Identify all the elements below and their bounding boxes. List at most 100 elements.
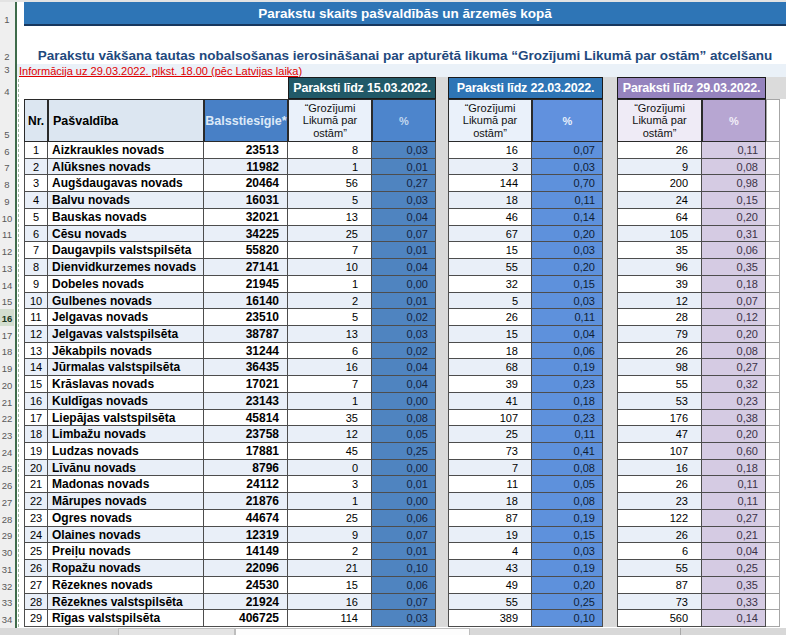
cell-extra[interactable] <box>766 359 780 376</box>
cell-g15[interactable]: 9 <box>288 527 372 543</box>
cell-p15[interactable]: 0,01 <box>372 159 436 175</box>
cell-g29[interactable]: 26 <box>617 142 702 159</box>
cell-g15[interactable]: 15 <box>288 577 372 594</box>
cell-p22[interactable]: 0,18 <box>532 393 603 410</box>
cell-p29[interactable]: 0,98 <box>702 175 766 192</box>
cell-g29[interactable]: 26 <box>617 527 702 543</box>
cell-name[interactable]: Mārupes novads <box>48 493 204 510</box>
cell-voters[interactable]: 27141 <box>204 259 288 276</box>
cell-p29[interactable]: 0,33 <box>702 594 766 610</box>
row-number[interactable]: 2 <box>0 27 14 64</box>
cell-nr[interactable]: 4 <box>24 192 48 209</box>
cell-g15[interactable]: 0 <box>288 460 372 476</box>
cell-voters[interactable]: 22096 <box>204 560 288 577</box>
cell-p29[interactable]: 0,20 <box>702 426 766 443</box>
cell-g15[interactable]: 8 <box>288 142 372 159</box>
cell-g29[interactable]: 16 <box>617 460 702 476</box>
cell-extra[interactable] <box>766 343 780 359</box>
cell-name[interactable]: Ropažu novads <box>48 560 204 577</box>
cell-voters[interactable]: 55820 <box>204 242 288 259</box>
cell-g15[interactable]: 13 <box>288 209 372 226</box>
cell-p15[interactable]: 0,07 <box>372 594 436 610</box>
cell-p22[interactable]: 0,23 <box>532 376 603 393</box>
cell-extra[interactable] <box>766 209 780 226</box>
column-header-signatures-29[interactable]: “Grozījumi Likumā par ostām” <box>617 99 702 142</box>
cell-g22[interactable]: 107 <box>448 410 532 426</box>
cell-extra[interactable] <box>766 159 780 175</box>
cell-p22[interactable]: 0,11 <box>532 192 603 209</box>
cell-name[interactable]: Krāslavas novads <box>48 376 204 393</box>
cell-p29[interactable]: 0,15 <box>702 192 766 209</box>
cell-voters[interactable]: 12319 <box>204 527 288 543</box>
cell-p29[interactable]: 0,31 <box>702 226 766 242</box>
cell-nr[interactable]: 3 <box>24 175 48 192</box>
cell-p22[interactable]: 0,10 <box>532 610 603 627</box>
cell-nr[interactable]: 6 <box>24 226 48 242</box>
row-number[interactable]: 1 <box>0 4 14 27</box>
cell-g29[interactable]: 560 <box>617 610 702 627</box>
cell-p15[interactable]: 0,06 <box>372 510 436 527</box>
cell-g22[interactable]: 15 <box>448 242 532 259</box>
cell-g22[interactable]: 15 <box>448 326 532 343</box>
cell-nr[interactable]: 20 <box>24 460 48 476</box>
cell-voters[interactable]: 31244 <box>204 343 288 359</box>
cell-g15[interactable]: 3 <box>288 476 372 493</box>
cell-p29[interactable]: 0,32 <box>702 376 766 393</box>
cell-g22[interactable]: 55 <box>448 594 532 610</box>
cell-g22[interactable]: 18 <box>448 493 532 510</box>
cell-nr[interactable]: 28 <box>24 594 48 610</box>
cell-g22[interactable]: 39 <box>448 376 532 393</box>
cell-g15[interactable]: 16 <box>288 359 372 376</box>
cell-voters[interactable]: 32021 <box>204 209 288 226</box>
cell-g22[interactable]: 16 <box>448 142 532 159</box>
cell-name[interactable]: Liepājas valstspilsēta <box>48 410 204 426</box>
cell-g22[interactable]: 11 <box>448 476 532 493</box>
cell-p22[interactable]: 0,11 <box>532 309 603 326</box>
cell-g22[interactable]: 144 <box>448 175 532 192</box>
cell-p15[interactable]: 0,04 <box>372 376 436 393</box>
cell-voters[interactable]: 20464 <box>204 175 288 192</box>
cell-p15[interactable]: 0,06 <box>372 577 436 594</box>
cell-name[interactable]: Jēkabpils novads <box>48 343 204 359</box>
cell-name[interactable]: Jelgavas novads <box>48 309 204 326</box>
group-header-22-03[interactable]: Paraksti līdz 22.03.2022. <box>448 77 603 99</box>
cell-name[interactable]: Dobeles novads <box>48 276 204 293</box>
cell-g15[interactable]: 25 <box>288 510 372 527</box>
cell-p29[interactable]: 0,35 <box>702 577 766 594</box>
cell-g29[interactable]: 26 <box>617 343 702 359</box>
cell-g22[interactable]: 19 <box>448 527 532 543</box>
cell-nr[interactable]: 10 <box>24 293 48 309</box>
cell-g15[interactable]: 13 <box>288 326 372 343</box>
cell-g29[interactable]: 87 <box>617 577 702 594</box>
cell-p22[interactable]: 0,25 <box>532 594 603 610</box>
cell-g15[interactable]: 10 <box>288 259 372 276</box>
cell-nr[interactable]: 24 <box>24 527 48 543</box>
cell-p29[interactable]: 0,35 <box>702 259 766 276</box>
cell-p15[interactable]: 0,04 <box>372 259 436 276</box>
cell-name[interactable]: Balvu novads <box>48 192 204 209</box>
cell-nr[interactable]: 19 <box>24 443 48 460</box>
cell-extra[interactable] <box>766 326 780 343</box>
cell-g29[interactable]: 122 <box>617 510 702 527</box>
cell-g29[interactable]: 55 <box>617 376 702 393</box>
column-header-municipality[interactable]: Pašvaldība <box>48 99 204 142</box>
cell-p22[interactable]: 0,23 <box>532 410 603 426</box>
info-timestamp-cell[interactable]: Informācija uz 29.03.2022. plkst. 18.00 … <box>17 64 786 77</box>
cell-p29[interactable]: 0,11 <box>702 476 766 493</box>
cell-voters[interactable]: 34225 <box>204 226 288 242</box>
cell-g29[interactable]: 55 <box>617 560 702 577</box>
cell-p22[interactable]: 0,07 <box>532 142 603 159</box>
cell-nr[interactable]: 12 <box>24 326 48 343</box>
cell-voters[interactable]: 44674 <box>204 510 288 527</box>
cell-p15[interactable]: 0,00 <box>372 393 436 410</box>
cell-nr[interactable]: 17 <box>24 410 48 426</box>
cell-nr[interactable]: 1 <box>24 142 48 159</box>
cell-nr[interactable]: 23 <box>24 510 48 527</box>
cell-nr[interactable]: 15 <box>24 376 48 393</box>
cell-p29[interactable]: 0,12 <box>702 309 766 326</box>
cell-p29[interactable]: 0,06 <box>702 242 766 259</box>
cell-g15[interactable]: 21 <box>288 560 372 577</box>
cell-p15[interactable]: 0,25 <box>372 443 436 460</box>
cell-voters[interactable]: 21945 <box>204 276 288 293</box>
cell-g15[interactable]: 1 <box>288 393 372 410</box>
